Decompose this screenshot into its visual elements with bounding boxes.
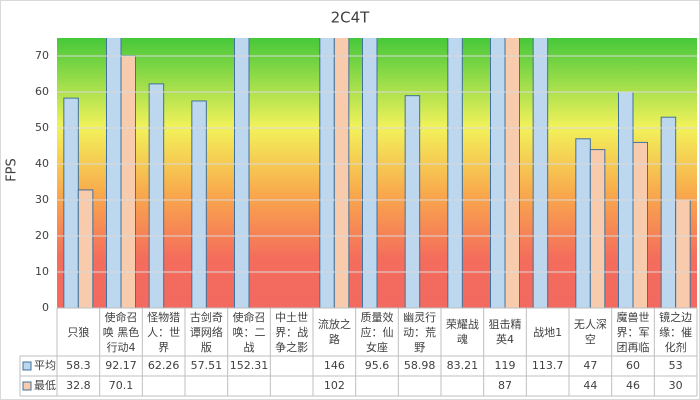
table-value: 113.7 — [532, 359, 564, 372]
table-value: 146 — [324, 359, 345, 372]
y-tick-label: 0 — [42, 301, 49, 314]
table-value: 44 — [583, 379, 597, 392]
bars — [63, 38, 691, 308]
legend-swatch — [22, 381, 32, 391]
bar — [404, 95, 421, 308]
bar — [675, 199, 691, 308]
x-tick-label: 荣耀战魂 — [445, 318, 479, 346]
table-value: 95.6 — [365, 359, 390, 372]
table-value: 32.8 — [66, 379, 91, 392]
table-value: 46 — [626, 379, 640, 392]
table-value: 60 — [626, 359, 640, 372]
y-axis-title: FPS — [5, 158, 20, 182]
bar — [489, 38, 506, 308]
x-tick-label: 幽灵行动：荒野 — [403, 310, 437, 354]
bar — [333, 38, 350, 308]
bar — [361, 38, 378, 308]
legend-label: 最低 — [34, 379, 56, 392]
bar — [660, 116, 677, 308]
x-tick-label: 使命召唤：二战 — [232, 310, 266, 354]
table-value: 152.31 — [230, 359, 269, 372]
bar — [148, 83, 165, 308]
y-tick-label: 40 — [35, 157, 49, 170]
table-value: 119 — [495, 359, 516, 372]
bar — [632, 141, 649, 308]
bar — [191, 100, 207, 308]
table-value: 83.21 — [447, 359, 479, 372]
bar — [447, 38, 463, 308]
x-tick-label: 战地1 — [533, 325, 563, 339]
bar — [77, 189, 94, 308]
chart-title: 2C4T — [331, 9, 371, 27]
table-value: 58.3 — [66, 359, 91, 372]
bar — [120, 55, 137, 308]
table-value: 102 — [324, 379, 345, 392]
table-value: 58.98 — [404, 359, 436, 372]
x-tick-label: 使命召唤 黑色行动4 — [102, 310, 140, 354]
x-tick-label: 镜之边缘：催化剂 — [659, 310, 693, 354]
x-tick-label: 中土世界：战争之影 — [275, 310, 309, 354]
table-value: 62.26 — [148, 359, 180, 372]
legend-label: 平均 — [34, 359, 56, 372]
x-tick-label: 怪物猎人：世界 — [147, 310, 181, 354]
bar — [233, 38, 250, 308]
y-tick-label: 60 — [35, 85, 49, 98]
y-tick-label: 10 — [35, 265, 49, 278]
x-tick-label: 流放之路 — [317, 318, 351, 346]
table-value: 70.1 — [109, 379, 134, 392]
y-tick-label: 20 — [35, 229, 49, 242]
x-tick-label: 古剑奇谭网络版 — [189, 310, 223, 354]
bar — [63, 97, 79, 308]
bar — [504, 38, 521, 308]
table-value: 87 — [498, 379, 512, 392]
x-tick-label: 无人深空 — [573, 318, 607, 346]
bar — [532, 38, 549, 308]
bar — [589, 149, 606, 308]
legend-swatch — [22, 361, 32, 371]
table-value: 57.51 — [191, 359, 223, 372]
y-tick-label: 70 — [35, 49, 49, 62]
y-tick-label: 30 — [35, 193, 49, 206]
x-tick-label: 狙击精英4 — [488, 318, 522, 346]
table-value: 47 — [583, 359, 597, 372]
y-tick-label: 50 — [35, 121, 49, 134]
table-value: 53 — [669, 359, 683, 372]
x-tick-label: 魔兽世界：军团再临 — [616, 310, 650, 354]
table-value: 30 — [669, 379, 683, 392]
bar — [319, 38, 335, 308]
x-tick-label: 只狼 — [67, 325, 90, 339]
bar — [105, 38, 122, 308]
table-value: 92.17 — [105, 359, 137, 372]
x-tick-label: 质量效应：仙女座 — [360, 310, 394, 354]
